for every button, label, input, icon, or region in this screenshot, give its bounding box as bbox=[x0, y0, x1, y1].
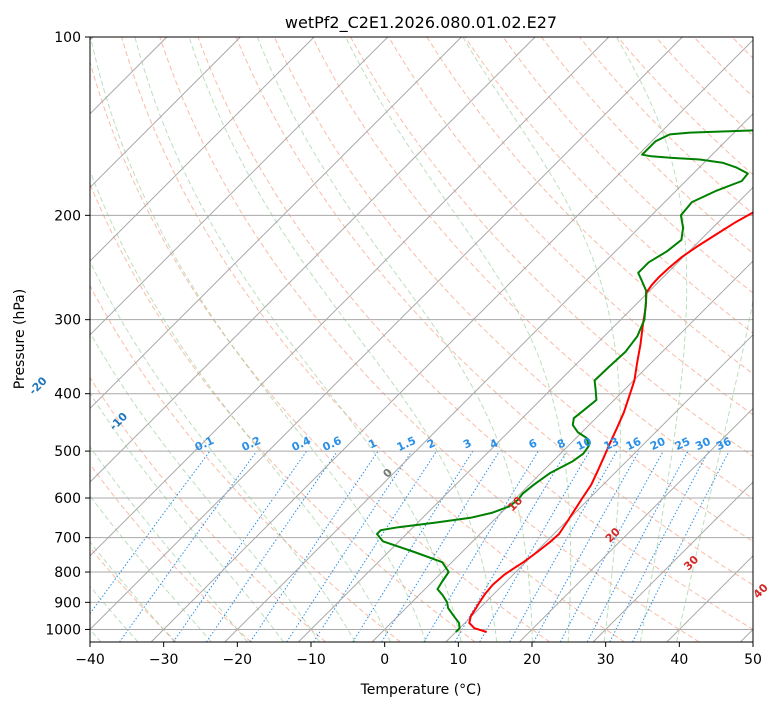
isotherm bbox=[371, 260, 753, 642]
mixing-ratio-line bbox=[352, 450, 474, 642]
mixing-ratio-label: 10 bbox=[574, 435, 594, 453]
y-tick-label: 600 bbox=[54, 491, 81, 507]
mixing-ratio-line bbox=[172, 450, 308, 642]
mixing-ratio-line bbox=[313, 450, 438, 642]
mixing-ratio-line bbox=[559, 450, 664, 642]
moist-adiabat bbox=[462, 37, 622, 642]
dry-adiabat bbox=[426, 37, 753, 375]
dry-adiabat bbox=[90, 182, 476, 642]
isotherm bbox=[224, 113, 753, 642]
temperature-line bbox=[468, 211, 753, 633]
isotherm bbox=[90, 37, 536, 483]
y-tick-label: 900 bbox=[54, 595, 81, 611]
mixing-ratio-line bbox=[381, 450, 500, 642]
dry-adiabat bbox=[197, 37, 753, 631]
moist-adiabat bbox=[90, 260, 356, 642]
x-tick-label: 20 bbox=[523, 652, 541, 668]
mixing-ratio-label: 13 bbox=[602, 435, 621, 453]
moist-adiabat bbox=[90, 37, 427, 642]
isotherm bbox=[150, 39, 753, 642]
x-tick-label: −20 bbox=[223, 652, 253, 668]
dry-adiabat-label: -20 bbox=[26, 374, 49, 397]
moist-adiabat-label: 40 bbox=[751, 581, 771, 601]
y-tick-label: 800 bbox=[54, 565, 81, 581]
moist-adiabat bbox=[90, 495, 212, 642]
moist-adiabat bbox=[345, 37, 572, 642]
mixing-ratio-line bbox=[509, 450, 618, 642]
moist-adiabat bbox=[90, 392, 285, 642]
isotherm bbox=[445, 334, 753, 642]
dry-adiabat bbox=[388, 37, 753, 416]
mixing-ratio-line bbox=[90, 450, 211, 615]
x-axis-label: Temperature (°C) bbox=[360, 682, 482, 698]
x-axis: −40 −30 −20 −10 0 10 20 30 40 50 bbox=[75, 642, 762, 668]
x-tick-label: −30 bbox=[149, 652, 179, 668]
dry-adiabat bbox=[579, 37, 753, 215]
mixing-ratio-line bbox=[479, 450, 591, 642]
dry-adiabat bbox=[311, 37, 753, 500]
dry-adiabat bbox=[121, 37, 625, 642]
isotherm bbox=[90, 37, 683, 631]
x-tick-label: 50 bbox=[744, 652, 762, 668]
x-tick-label: 0 bbox=[380, 652, 389, 668]
mixing-ratio-label: 16 bbox=[624, 435, 644, 453]
mixing-ratio-label: 30 bbox=[693, 435, 713, 453]
y-tick-label: 200 bbox=[54, 208, 81, 224]
x-tick-label: −10 bbox=[296, 652, 326, 668]
mixing-ratio-line bbox=[119, 450, 258, 642]
dry-adiabat bbox=[90, 376, 327, 642]
x-tick-label: 40 bbox=[670, 652, 688, 668]
x-tick-label: 10 bbox=[449, 652, 467, 668]
mixing-ratio-line bbox=[286, 450, 413, 642]
series-lines bbox=[376, 129, 753, 633]
dry-adiabat bbox=[235, 37, 753, 586]
y-tick-label: 500 bbox=[54, 444, 81, 460]
plot-area bbox=[90, 37, 753, 642]
mixing-ratio-line bbox=[586, 450, 689, 642]
isotherm bbox=[298, 186, 753, 642]
moist-adiabat bbox=[90, 331, 320, 642]
isotherm bbox=[90, 37, 315, 262]
dewpoint-line bbox=[376, 129, 753, 633]
y-tick-label: 700 bbox=[54, 531, 81, 547]
y-tick-label: 100 bbox=[54, 30, 81, 46]
mixing-ratio-line bbox=[632, 450, 730, 642]
isotherm bbox=[90, 37, 389, 336]
x-tick-label: −40 bbox=[75, 652, 105, 668]
grid-lines bbox=[90, 37, 753, 642]
chart-title: wetPf2_C2E1.2026.080.01.02.E27 bbox=[285, 13, 557, 33]
dry-adiabat bbox=[464, 37, 753, 334]
isotherm bbox=[592, 481, 753, 642]
moist-adiabat bbox=[256, 37, 533, 642]
y-tick-label: 1000 bbox=[45, 622, 81, 638]
y-tick-label: 300 bbox=[54, 313, 81, 329]
mixing-ratio-label: 20 bbox=[648, 435, 668, 453]
dry-adiabat bbox=[541, 37, 753, 254]
y-tick-label: 400 bbox=[54, 387, 81, 403]
x-tick-label: 30 bbox=[597, 652, 615, 668]
moist-adiabat bbox=[134, 37, 462, 642]
moist-adiabat bbox=[615, 37, 688, 642]
isotherm bbox=[519, 407, 753, 642]
mixing-ratio-label: 36 bbox=[714, 435, 734, 453]
isotherm bbox=[90, 37, 462, 410]
y-axis: 100 200 300 400 500 600 700 800 900 1000 bbox=[45, 30, 90, 638]
y-axis-label: Pressure (hPa) bbox=[12, 289, 28, 389]
plot-frame bbox=[89, 36, 754, 643]
dry-adiabat bbox=[770, 37, 775, 642]
moist-adiabat bbox=[188, 37, 498, 642]
moist-adiabat bbox=[90, 169, 391, 642]
isotherm bbox=[90, 37, 610, 557]
isotherm bbox=[90, 37, 241, 189]
moist-adiabat bbox=[90, 445, 248, 642]
mixing-ratio-line bbox=[205, 450, 338, 642]
mixing-ratio-label: 25 bbox=[673, 435, 692, 453]
dry-adiabat bbox=[273, 37, 753, 542]
